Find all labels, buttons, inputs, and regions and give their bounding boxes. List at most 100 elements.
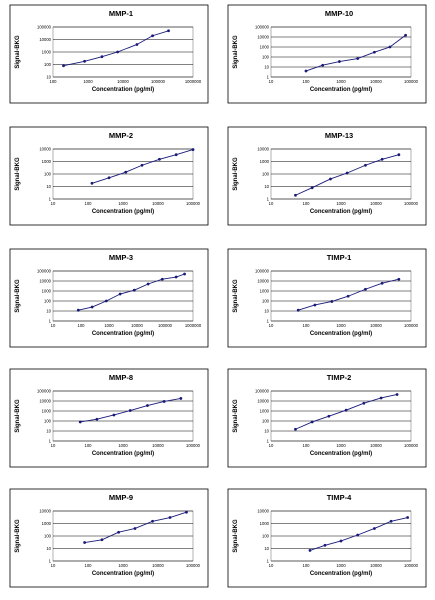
y-tick-label: 10 [264,65,269,70]
y-tick-label: 10 [46,309,51,314]
x-tick-label: 10 [269,79,274,84]
plot-area [270,26,412,78]
y-tick-label: 100000 [255,389,270,394]
data-point [83,59,87,63]
x-axis-label: Concentration (pg/ml) [310,87,372,93]
x-tick-label: 10000 [152,201,164,206]
data-point [296,308,300,312]
data-point [158,157,161,161]
data-point [183,272,186,276]
chart-title: TIMP-4 [327,493,352,502]
y-tick-label: 1000 [42,50,52,55]
y-tick-label: 100000 [255,25,270,30]
data-point [90,305,94,309]
y-tick-label: 10000 [257,509,269,514]
x-axis-label: Concentration (pg/ml) [92,451,154,457]
x-tick-label: 100 [303,201,311,206]
data-point [117,530,121,534]
y-axis-label: Signal-BKG [15,519,21,553]
x-tick-label: 10 [51,201,56,206]
data-point [372,50,376,54]
data-point [310,186,314,190]
x-axis-label: Concentration (pg/ml) [310,331,372,337]
data-point [160,277,164,281]
data-point [133,527,137,530]
data-point [310,420,314,424]
x-tick-label: 10 [269,323,274,328]
y-tick-label: 1000 [260,289,270,294]
data-point [174,275,178,279]
data-point [146,282,150,286]
y-tick-label: 10000 [257,35,269,40]
y-axis-label: Signal-BKG [15,157,21,191]
x-tick-label: 100000 [158,323,173,328]
x-tick-label: 10000 [152,443,164,448]
data-point [128,409,132,412]
y-tick-label: 10 [264,309,269,314]
y-tick-label: 1 [49,559,52,564]
y-tick-label: 100 [262,534,270,539]
y-tick-label: 10000 [39,147,51,152]
y-tick-label: 100000 [37,25,52,30]
y-tick-label: 100 [262,419,270,424]
x-tick-label: 10000 [370,563,382,568]
data-point [140,163,144,167]
y-tick-label: 10 [264,184,269,189]
y-tick-label: 10000 [39,509,51,514]
data-point [76,308,80,312]
x-axis-label: Concentration (pg/ml) [92,331,154,337]
x-tick-label: 10000 [117,79,129,84]
y-axis-label: Signal-BKG [233,399,239,433]
chart-title: MMP-9 [109,493,133,502]
y-tick-label: 1000 [42,521,52,526]
data-point [118,292,122,296]
data-point [78,420,82,424]
y-tick-label: 10000 [257,147,269,152]
y-tick-label: 10 [46,429,51,434]
y-axis-label: Signal-BKG [233,35,239,69]
data-point [321,63,325,67]
data-point [406,516,410,519]
data-point [313,303,317,307]
x-tick-label: 1000 [118,201,128,206]
data-point [345,171,349,175]
y-tick-label: 100 [262,55,270,60]
data-point [364,163,367,167]
y-tick-label: 1 [267,559,270,564]
x-axis-label: Concentration (pg/ml) [310,209,372,215]
y-tick-label: 10000 [39,37,51,42]
y-tick-label: 1 [49,439,52,444]
y-tick-label: 1000 [42,159,52,164]
chart-title: MMP-2 [109,131,133,140]
x-tick-label: 100000 [186,201,201,206]
data-point [107,176,111,180]
y-tick-label: 1 [267,197,270,202]
x-tick-label: 1000000 [185,79,202,84]
x-tick-label: 1000 [336,563,346,568]
data-point [397,153,401,157]
x-tick-label: 100 [85,201,93,206]
x-tick-label: 1000 [336,443,346,448]
y-axis-label: Signal-BKG [15,35,21,69]
y-tick-label: 100 [44,299,52,304]
x-tick-label: 10 [51,563,56,568]
y-tick-label: 1 [267,319,270,324]
data-point [168,516,172,519]
data-point [380,281,384,285]
chart-title: MMP-1 [109,9,133,18]
x-tick-label: 100000 [404,443,419,448]
y-tick-label: 100000 [37,389,52,394]
y-tick-label: 10000 [257,279,269,284]
data-point [339,539,343,543]
data-point [388,45,392,49]
data-point [364,287,367,291]
data-point [304,69,308,73]
plot-area [270,270,412,322]
